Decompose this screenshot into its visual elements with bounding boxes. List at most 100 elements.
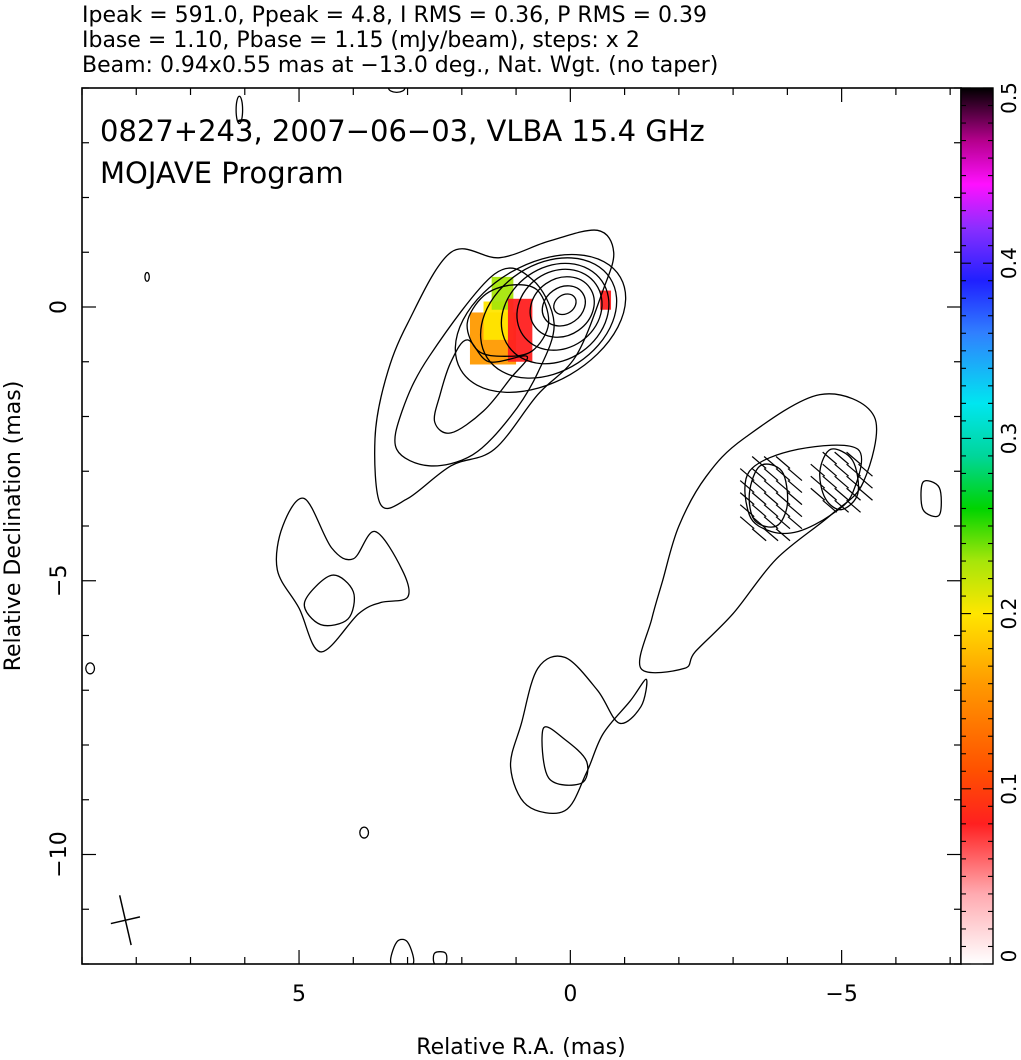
beam-minor-axis <box>110 916 141 925</box>
contour-inner-knot <box>466 284 550 357</box>
beam-marker <box>110 895 141 946</box>
evpa-tick-2 <box>810 487 826 501</box>
evpa-tick-1 <box>787 516 803 530</box>
contour-southeast-outer <box>275 497 410 653</box>
evpa-tick-1 <box>751 528 767 542</box>
map-subtitle: MOJAVE Program <box>100 156 344 190</box>
header-base-steps: Ibase = 1.10, Pbase = 1.15 (mJy/beam), s… <box>82 28 640 53</box>
core-contour-3 <box>529 276 595 338</box>
y-axis-label: Relative Declination (mas) <box>1 381 26 672</box>
contour-speck-west <box>920 480 942 518</box>
evpa-tick-1 <box>739 504 755 518</box>
stokes-i-contours <box>85 88 942 964</box>
colorbar-tick-label: 0.5 <box>997 82 1021 114</box>
colorbar-tick-label: 0.4 <box>997 247 1021 279</box>
evpa-tick-1 <box>739 468 755 481</box>
colorbar-tick-label: 0.1 <box>997 773 1021 805</box>
evpa-tick-1 <box>763 492 779 506</box>
evpa-tick-2 <box>834 463 850 477</box>
contour-speck-south-1 <box>389 938 415 964</box>
evpa-tick-1 <box>739 492 755 506</box>
evpa-tick-2 <box>846 487 861 501</box>
evpa-tick-1 <box>751 516 767 530</box>
core-contour-1 <box>553 293 577 316</box>
header-peak-rms: Ipeak = 591.0, Ppeak = 4.8, I RMS = 0.36… <box>82 3 707 28</box>
evpa-tick-2 <box>846 463 861 477</box>
evpa-tick-2 <box>822 463 838 477</box>
contour-jet-level-1 <box>374 229 615 510</box>
evpa-tick-2 <box>834 487 850 501</box>
small-component-1 <box>144 271 150 282</box>
evpa-tick-1 <box>751 456 767 469</box>
contour-jet-level-3 <box>433 339 529 434</box>
x-tick-label: 0 <box>563 982 577 1007</box>
colorbar-tick-label: 0 <box>997 950 1021 963</box>
colorbar-tick-label: 0.2 <box>997 598 1021 630</box>
colorbar-ticks <box>961 87 993 965</box>
x-axis-label: Relative R.A. (mas) <box>416 1035 625 1060</box>
x-tick-label: −5 <box>825 982 857 1007</box>
colorbar <box>961 88 993 964</box>
evpa-tick-1 <box>775 456 791 469</box>
evpa-tick-1 <box>775 468 791 481</box>
evpa-tick-1 <box>787 504 803 518</box>
evpa-ticks <box>739 451 873 542</box>
contour-speck-south-2 <box>432 951 448 964</box>
evpa-tick-2 <box>810 463 826 477</box>
polarization-core-edge <box>600 290 612 310</box>
evpa-tick-2 <box>822 499 838 513</box>
evpa-tick-1 <box>739 480 755 494</box>
evpa-tick-1 <box>775 504 791 518</box>
core-contour-2 <box>541 285 586 327</box>
evpa-tick-1 <box>787 468 803 481</box>
map-title: 0827+243, 2007−06−03, VLBA 15.4 GHz <box>100 114 705 148</box>
evpa-tick-2 <box>822 487 838 501</box>
evpa-tick-1 <box>763 468 779 481</box>
small-component-5 <box>235 95 244 125</box>
header-beam-info: Beam: 0.94x0.55 mas at −13.0 deg., Nat. … <box>82 53 718 78</box>
contour-southeast-inner <box>303 574 356 627</box>
contour-southwest-jet-inner <box>744 444 863 535</box>
evpa-tick-2 <box>846 499 861 513</box>
contour-south-lower-outer <box>509 655 648 814</box>
evpa-tick-1 <box>751 468 767 481</box>
contour-south-lower-inner <box>541 726 589 786</box>
y-tick-label: −5 <box>47 565 72 597</box>
evpa-tick-2 <box>858 463 873 477</box>
core-contour-7 <box>454 253 627 393</box>
small-component-3 <box>359 826 370 839</box>
evpa-tick-1 <box>763 456 779 469</box>
evpa-tick-1 <box>751 504 767 518</box>
core-contour-6 <box>479 257 618 379</box>
contour-sw-knot-a <box>748 463 789 528</box>
evpa-tick-1 <box>787 492 803 506</box>
evpa-tick-2 <box>834 451 850 465</box>
evpa-tick-2 <box>810 475 826 489</box>
evpa-tick-1 <box>763 516 779 530</box>
colorbar-tick-labels: 0 0.1 0.2 0.3 0.4 0.5 <box>997 82 1021 962</box>
colorbar-tick-label: 0.3 <box>997 422 1021 454</box>
evpa-tick-1 <box>763 504 779 518</box>
evpa-tick-1 <box>775 516 791 530</box>
evpa-tick-1 <box>775 492 791 506</box>
plot-frame <box>81 87 962 965</box>
y-tick-label: −10 <box>47 831 72 877</box>
evpa-tick-2 <box>834 499 850 513</box>
core-contour-5 <box>500 262 610 365</box>
evpa-tick-1 <box>775 480 791 494</box>
evpa-tick-1 <box>739 516 755 530</box>
small-component-2 <box>85 662 96 675</box>
evpa-tick-1 <box>751 480 767 494</box>
evpa-tick-2 <box>858 475 873 489</box>
evpa-tick-2 <box>846 451 861 465</box>
evpa-tick-1 <box>775 528 791 542</box>
evpa-tick-2 <box>846 475 861 489</box>
evpa-tick-1 <box>763 480 779 494</box>
evpa-tick-1 <box>763 528 779 542</box>
evpa-tick-2 <box>858 487 873 501</box>
evpa-tick-2 <box>822 475 838 489</box>
contour-southwest-jet-outer <box>638 393 878 674</box>
evpa-tick-2 <box>822 451 838 465</box>
y-tick-label: 0 <box>47 300 72 314</box>
